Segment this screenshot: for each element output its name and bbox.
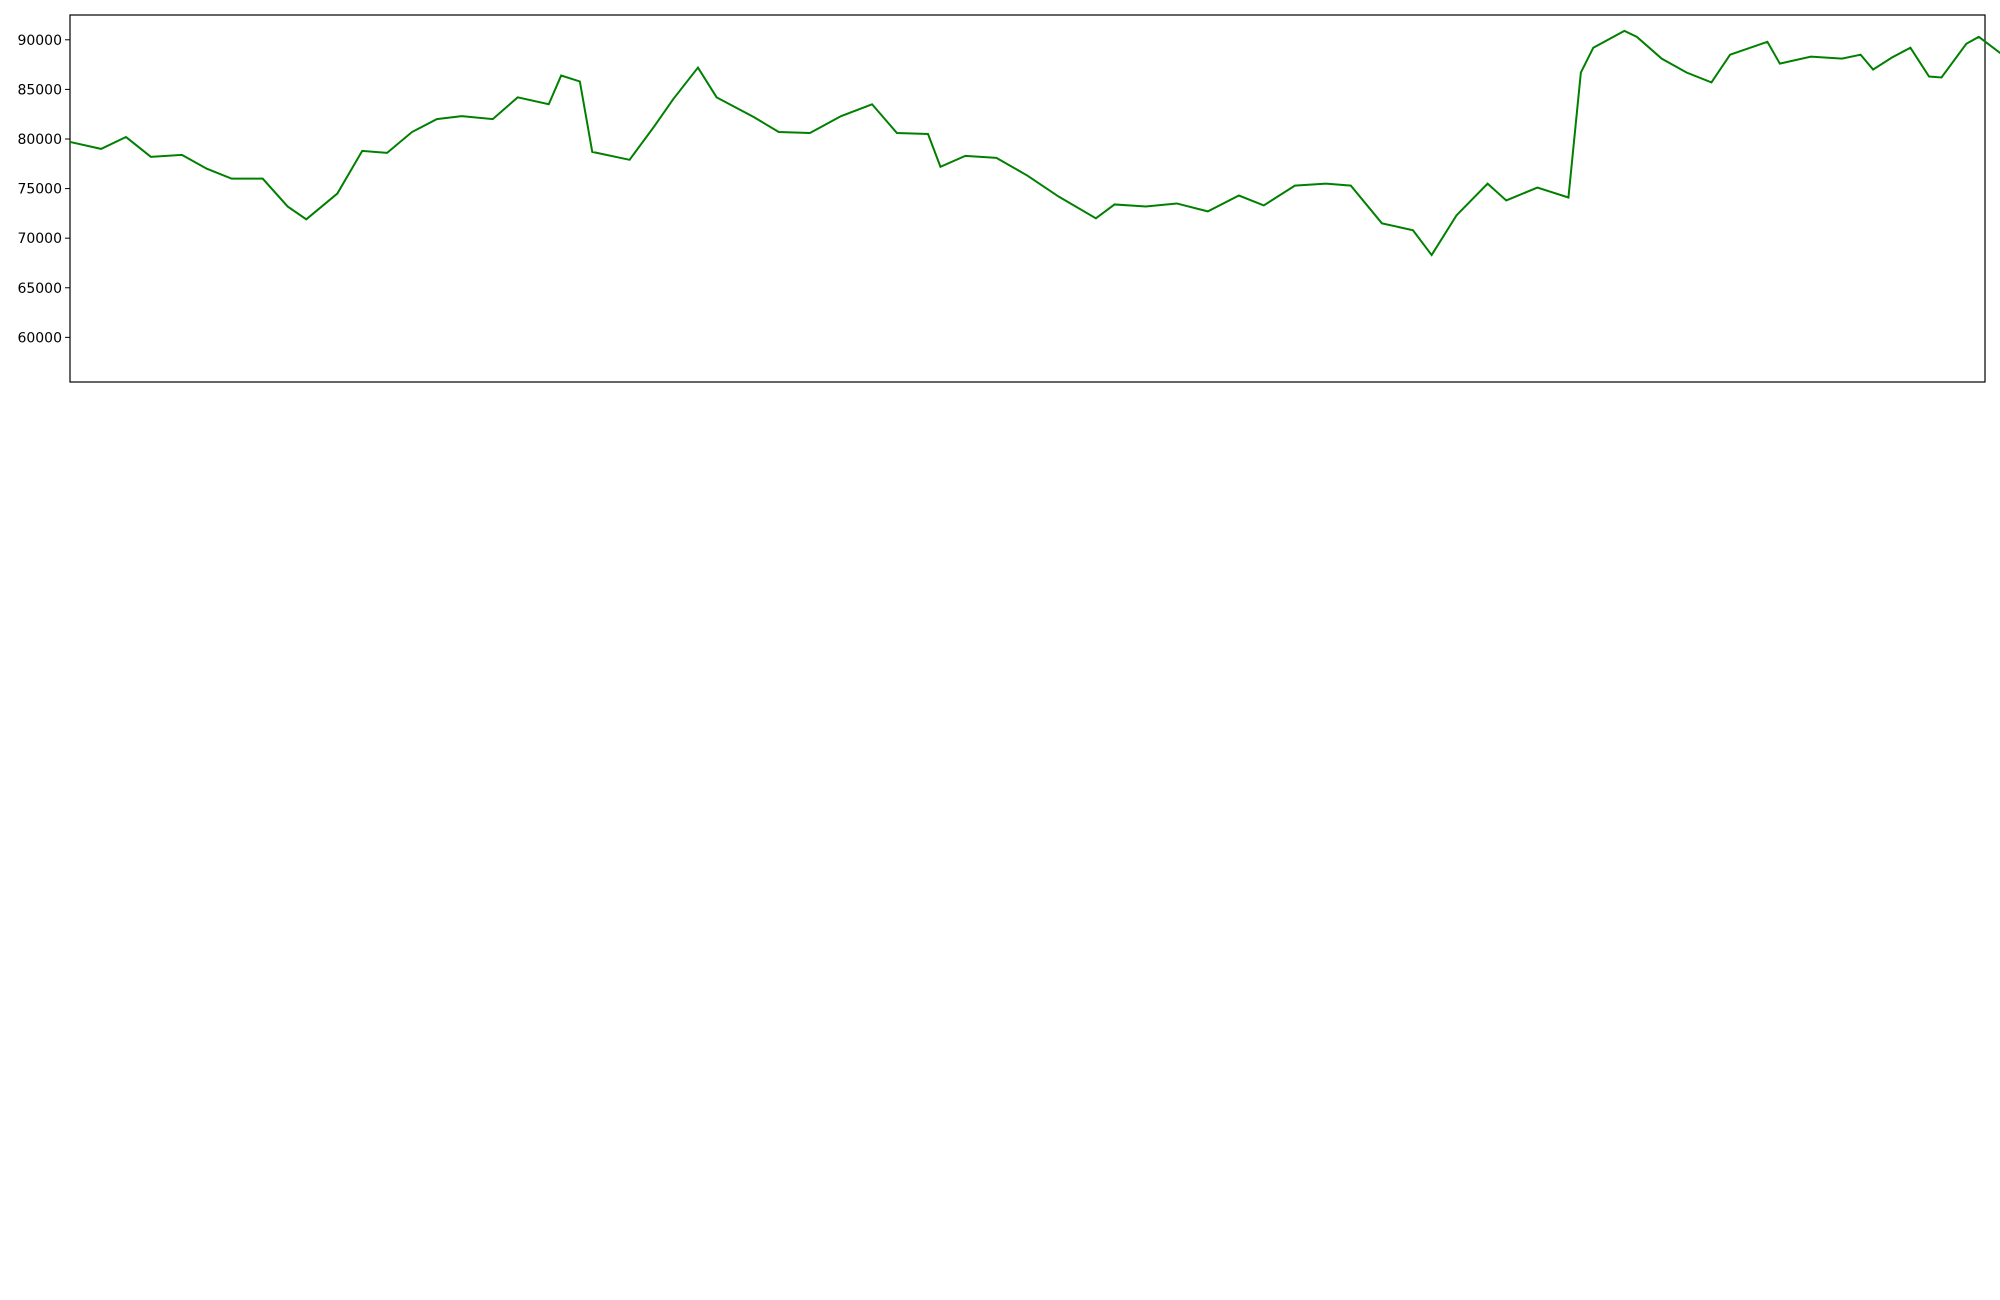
price-ytick-label: 70000 (17, 231, 62, 247)
price-panel: 60000 65000 70000 75000 80000 85000 90000 (17, 14, 2000, 383)
price-ytick-label: 85000 (17, 82, 62, 98)
price-ytick-label: 75000 (17, 182, 62, 198)
price-ytick-label: 65000 (17, 281, 62, 297)
price-ytick-label: 60000 (17, 330, 62, 346)
price-panel-frame (69, 14, 1986, 383)
price-ytick-label: 80000 (17, 132, 62, 148)
price-series-line (69, 29, 2000, 257)
price-ytick-label: 90000 (17, 33, 62, 49)
